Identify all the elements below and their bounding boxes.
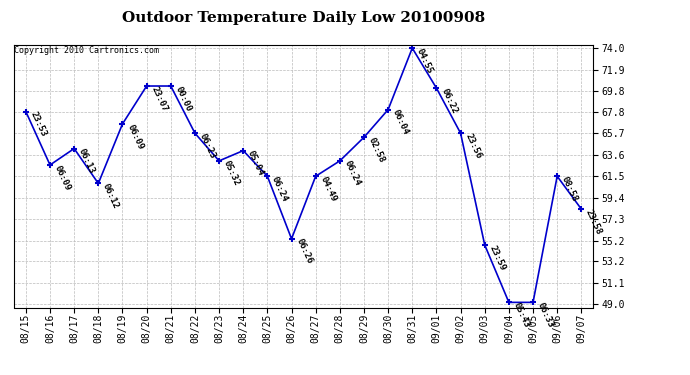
Text: 23:59: 23:59 <box>488 243 507 272</box>
Text: 06:26: 06:26 <box>295 237 314 266</box>
Text: 05:04: 05:04 <box>246 149 266 177</box>
Text: Outdoor Temperature Daily Low 20100908: Outdoor Temperature Daily Low 20100908 <box>122 11 485 25</box>
Text: 06:33: 06:33 <box>536 301 555 329</box>
Text: 05:32: 05:32 <box>222 159 242 188</box>
Text: 23:58: 23:58 <box>584 208 604 236</box>
Text: 04:55: 04:55 <box>415 46 435 75</box>
Text: 04:49: 04:49 <box>319 175 338 203</box>
Text: 00:00: 00:00 <box>174 85 193 113</box>
Text: 06:24: 06:24 <box>270 175 290 203</box>
Text: 06:09: 06:09 <box>126 123 145 151</box>
Text: 02:58: 02:58 <box>367 136 386 164</box>
Text: 05:43: 05:43 <box>512 301 531 329</box>
Text: 06:24: 06:24 <box>343 159 362 188</box>
Text: 06:23: 06:23 <box>198 132 217 160</box>
Text: 23:07: 23:07 <box>150 85 169 113</box>
Text: Copyright 2010 Cartronics.com: Copyright 2010 Cartronics.com <box>14 46 159 56</box>
Text: 06:22: 06:22 <box>440 87 459 115</box>
Text: 06:12: 06:12 <box>101 182 121 210</box>
Text: 06:13: 06:13 <box>77 147 97 176</box>
Text: 23:56: 23:56 <box>464 132 483 160</box>
Text: 06:04: 06:04 <box>391 108 411 136</box>
Text: 06:09: 06:09 <box>53 164 72 192</box>
Text: 23:53: 23:53 <box>29 110 48 138</box>
Text: 08:58: 08:58 <box>560 175 580 203</box>
